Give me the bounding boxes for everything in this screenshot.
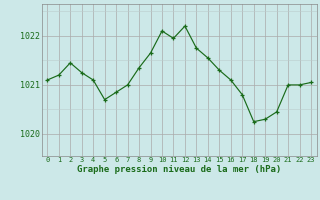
X-axis label: Graphe pression niveau de la mer (hPa): Graphe pression niveau de la mer (hPa) [77,165,281,174]
